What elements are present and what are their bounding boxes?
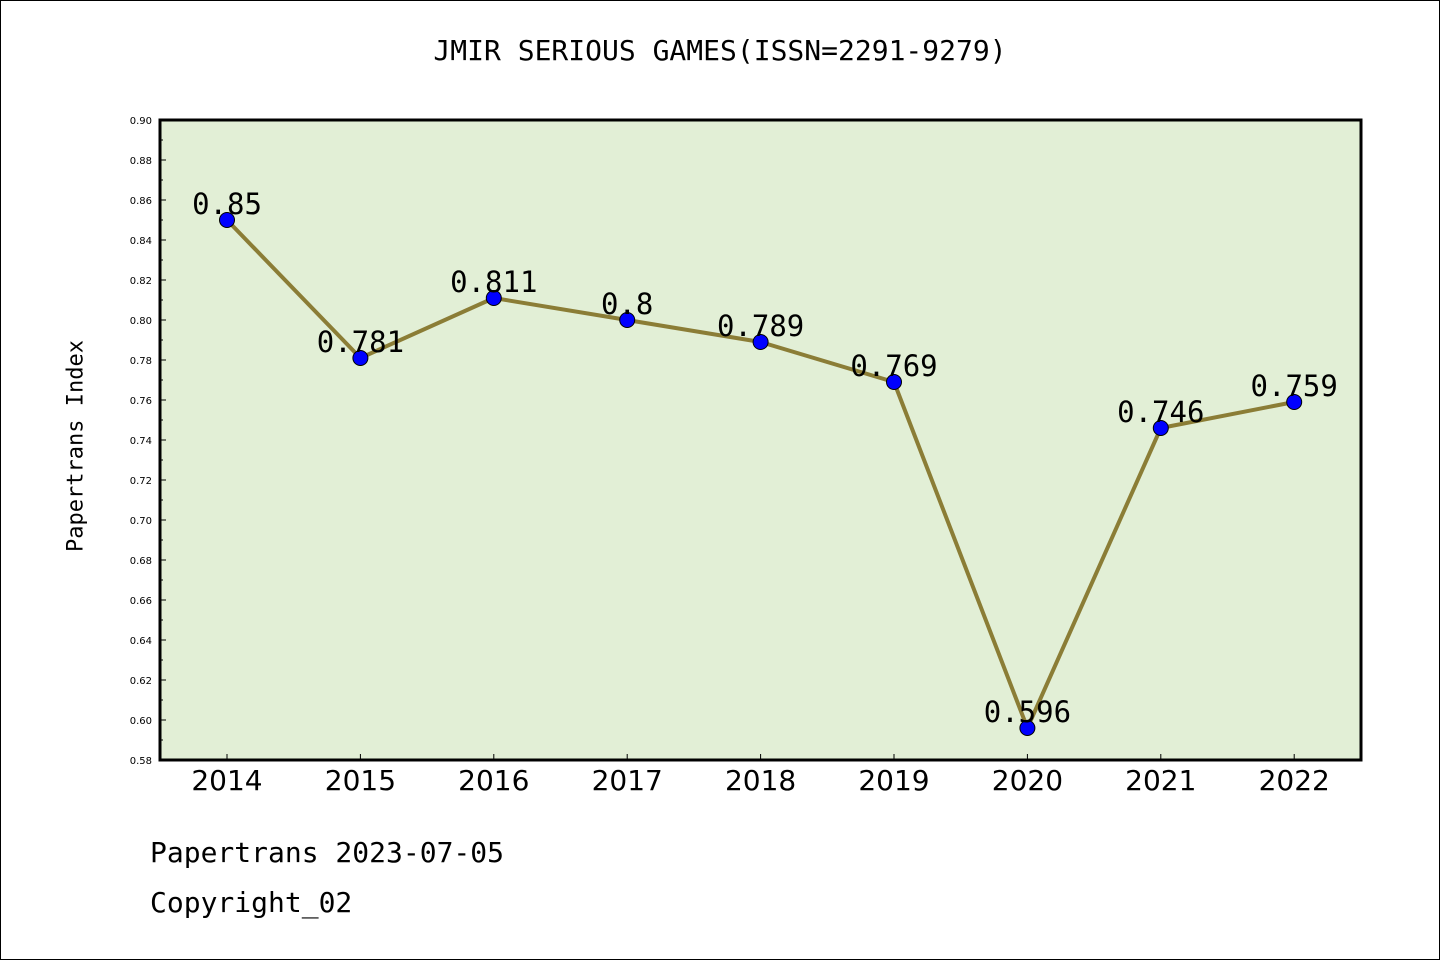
data-point — [485, 290, 502, 306]
x-tick-label: 2017 — [592, 764, 663, 797]
x-tick-label: 2018 — [725, 764, 796, 797]
chart-title: JMIR SERIOUS GAMES(ISSN=2291-9279) — [433, 34, 1007, 67]
y-tick-label: 0.76 — [130, 396, 152, 407]
footer-date-line: Papertrans 2023-07-05 — [150, 836, 505, 869]
plot-area — [160, 120, 1361, 760]
data-point — [1019, 720, 1036, 736]
y-tick-label: 0.62 — [130, 676, 152, 687]
y-tick-label: 0.82 — [130, 276, 152, 287]
y-tick-label: 0.84 — [130, 236, 152, 247]
data-label: 0.781 — [317, 325, 404, 359]
x-tick-label: 2021 — [1125, 764, 1196, 797]
x-axis-ticks: 2014 2015 2016 2017 2018 2019 2020 2021 2022 — [191, 754, 1330, 797]
y-tick-label: 0.64 — [130, 636, 152, 647]
y-tick-label: 0.72 — [130, 476, 152, 487]
x-tick-label: 2022 — [1259, 764, 1330, 797]
y-tick-label: 0.80 — [130, 316, 152, 327]
x-tick-label: 2014 — [191, 764, 262, 797]
data-points — [219, 212, 1303, 736]
data-label: 0.596 — [984, 695, 1071, 729]
y-axis-ticks: 0.58 0.60 0.62 0.64 0.66 0.68 0.70 0.72 0.74 0.76… — [130, 116, 166, 767]
data-point — [219, 212, 235, 228]
y-tick-label: 0.78 — [130, 356, 152, 367]
data-label: 0.8 — [601, 287, 653, 321]
data-label: 0.759 — [1251, 369, 1338, 403]
x-tick-label: 2015 — [325, 764, 396, 797]
data-label: 0.769 — [850, 349, 937, 383]
plot-border — [158, 118, 1363, 762]
y-tick-label: 0.58 — [130, 756, 152, 767]
data-point — [1286, 394, 1303, 410]
data-point — [886, 374, 902, 390]
y-tick-label: 0.60 — [130, 716, 152, 727]
y-tick-label: 0.86 — [130, 196, 152, 207]
data-label: 0.746 — [1117, 395, 1204, 429]
y-tick-label: 0.68 — [130, 556, 152, 567]
y-tick-label: 0.88 — [130, 156, 152, 167]
data-point — [352, 350, 369, 366]
data-point — [619, 312, 636, 328]
data-point — [752, 334, 769, 350]
y-tick-label: 0.66 — [130, 596, 152, 607]
x-tick-label: 2019 — [858, 764, 929, 797]
data-label: 0.789 — [717, 309, 804, 343]
y-tick-label: 0.90 — [130, 116, 152, 127]
footer-copyright-line: Copyright_02 — [150, 886, 353, 919]
data-point — [1152, 420, 1169, 436]
data-label: 0.85 — [192, 187, 262, 221]
x-tick-label: 2020 — [992, 764, 1063, 797]
data-labels: 0.85 0.781 0.811 0.8 0.789 0.769 0.596 0.746 0.7… — [192, 187, 1338, 729]
x-tick-label: 2016 — [458, 764, 529, 797]
data-label: 0.811 — [450, 265, 537, 299]
y-tick-label: 0.74 — [130, 436, 152, 447]
y-tick-label: 0.70 — [130, 516, 152, 527]
